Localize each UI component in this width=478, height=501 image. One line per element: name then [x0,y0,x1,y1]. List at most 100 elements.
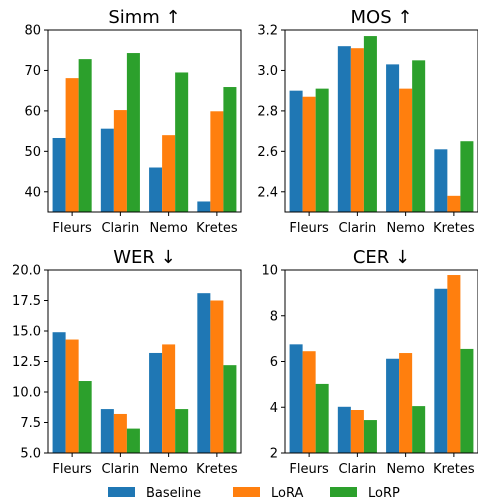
bar-baseline [337,406,351,453]
y-tick-label: 17.5 [12,294,41,309]
x-tick-label: Nemo [386,462,424,477]
y-tick-label: 7.5 [20,416,41,431]
bar-baseline [197,293,211,453]
bar-lora [113,413,127,453]
x-tick-label: Kretes [196,221,238,236]
legend-label: Baseline [146,486,201,501]
bar-lorp [363,36,377,212]
bar-lora [113,110,127,212]
bar-baseline [149,167,163,212]
bar-lora [162,135,176,212]
y-tick-label: 60 [24,104,41,119]
bar-baseline [100,409,114,453]
y-tick-label: 50 [24,145,41,160]
legend: Baseline LoRA LoRP [108,486,400,501]
bar-baseline [434,288,448,453]
bar-lorp [363,420,377,453]
y-tick-label: 8 [270,309,278,324]
bar-lorp [126,53,140,212]
y-tick-label: 15.0 [12,325,41,340]
y-tick-label: 20.0 [12,264,41,279]
bar-lora [210,300,224,453]
legend-label: LoRP [368,486,400,501]
y-tick-label: 5.0 [20,447,41,462]
bar-lorp [412,406,426,453]
bar-lora [210,111,224,212]
y-tick-label: 10.0 [12,386,41,401]
bar-baseline [386,358,400,453]
x-tick-label: Fleurs [289,221,329,236]
y-tick-label: 2 [270,447,278,462]
y-tick-label: 3.0 [257,64,278,79]
bar-baseline [52,137,66,212]
chart-panel: 2.4 2.6 2.8 3.0 3.2 Fleurs Clarin Nemo Kretes MOS… [257,7,478,236]
legend-swatch [233,487,260,497]
bar-lorp [78,381,92,453]
y-tick-label: 4 [270,401,278,416]
bar-lora [399,353,413,453]
bar-lorp [175,409,189,453]
bar-lorp [412,60,426,212]
y-tick-label: 10 [261,264,278,279]
bar-lora [162,344,176,453]
legend-swatch [108,487,135,497]
bar-baseline [434,149,448,212]
chart-title: WER ↓ [113,247,175,268]
y-tick-label: 40 [24,185,41,200]
legend-label: LoRA [271,486,303,501]
y-tick-label: 2.4 [257,185,278,200]
x-tick-label: Nemo [149,221,187,236]
chart-panel: 40 50 60 70 80 Fleurs Clarin Nemo Kretes Simm ↑ [24,7,242,236]
bar-baseline [289,90,303,212]
bar-lorp [223,87,237,212]
x-tick-label: Kretes [196,462,238,477]
bar-lora [302,351,316,453]
bar-lorp [126,428,140,453]
bar-lorp [460,348,474,453]
axes-frame [47,29,242,213]
bar-lora [65,339,79,453]
chart-title: CER ↓ [353,247,410,268]
x-tick-label: Clarin [101,221,139,236]
axes-frame [284,29,478,213]
bar-lorp [78,59,92,213]
y-tick-label: 3.2 [257,24,278,39]
x-tick-label: Nemo [149,462,187,477]
bar-lorp [315,88,329,212]
bar-baseline [337,46,351,213]
bar-lora [350,48,364,213]
bar-lora [65,78,79,212]
y-tick-label: 2.8 [257,104,278,119]
y-tick-label: 6 [270,355,278,370]
bar-baseline [100,128,114,212]
x-tick-label: Fleurs [52,221,92,236]
x-tick-label: Kretes [433,221,475,236]
chart-panel: 2 4 6 8 10 Fleurs Clarin Nemo Kretes CER ↓ [261,247,478,477]
bar-lorp [175,72,189,212]
x-tick-label: Nemo [386,221,424,236]
y-tick-label: 70 [24,64,41,79]
y-tick-label: 80 [24,24,41,39]
chart-title: Simm ↑ [108,7,180,28]
bar-baseline [386,64,400,212]
bar-baseline [52,332,66,453]
bar-baseline [289,344,303,453]
chart-panel: 5.0 7.5 10.0 12.5 15.0 17.5 20.0 Fleurs Clarin Ne… [12,247,242,477]
bar-lorp [460,141,474,212]
bar-lora [302,96,316,212]
x-tick-label: Clarin [338,462,376,477]
bar-baseline [197,201,211,212]
bar-lora [447,195,461,212]
y-tick-label: 2.6 [257,145,278,160]
bar-lorp [315,383,329,453]
x-tick-label: Fleurs [289,462,329,477]
x-tick-label: Kretes [433,462,475,477]
x-tick-label: Clarin [338,221,376,236]
bar-lorp [223,365,237,453]
bar-lora [350,410,364,453]
y-tick-label: 12.5 [12,355,41,370]
x-tick-label: Fleurs [52,462,92,477]
bar-baseline [149,352,163,453]
x-tick-label: Clarin [101,462,139,477]
